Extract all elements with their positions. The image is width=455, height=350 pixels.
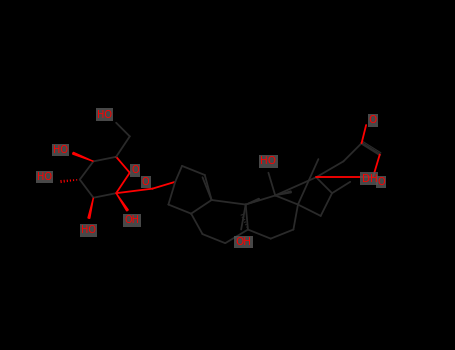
Polygon shape [246, 198, 260, 204]
Text: OH: OH [235, 237, 252, 247]
Text: O: O [131, 166, 139, 175]
Text: DH: DH [362, 174, 377, 184]
Text: HO: HO [37, 172, 52, 182]
Text: O: O [142, 177, 150, 187]
Text: HO: HO [81, 225, 96, 236]
Text: OH: OH [125, 216, 140, 225]
Text: O: O [369, 116, 377, 125]
Text: O: O [377, 177, 385, 187]
Text: HO: HO [97, 110, 112, 120]
Polygon shape [116, 193, 128, 211]
Polygon shape [88, 198, 93, 218]
Polygon shape [73, 152, 93, 161]
Text: HO: HO [260, 156, 276, 166]
Text: HO: HO [53, 145, 68, 155]
Polygon shape [275, 191, 291, 195]
